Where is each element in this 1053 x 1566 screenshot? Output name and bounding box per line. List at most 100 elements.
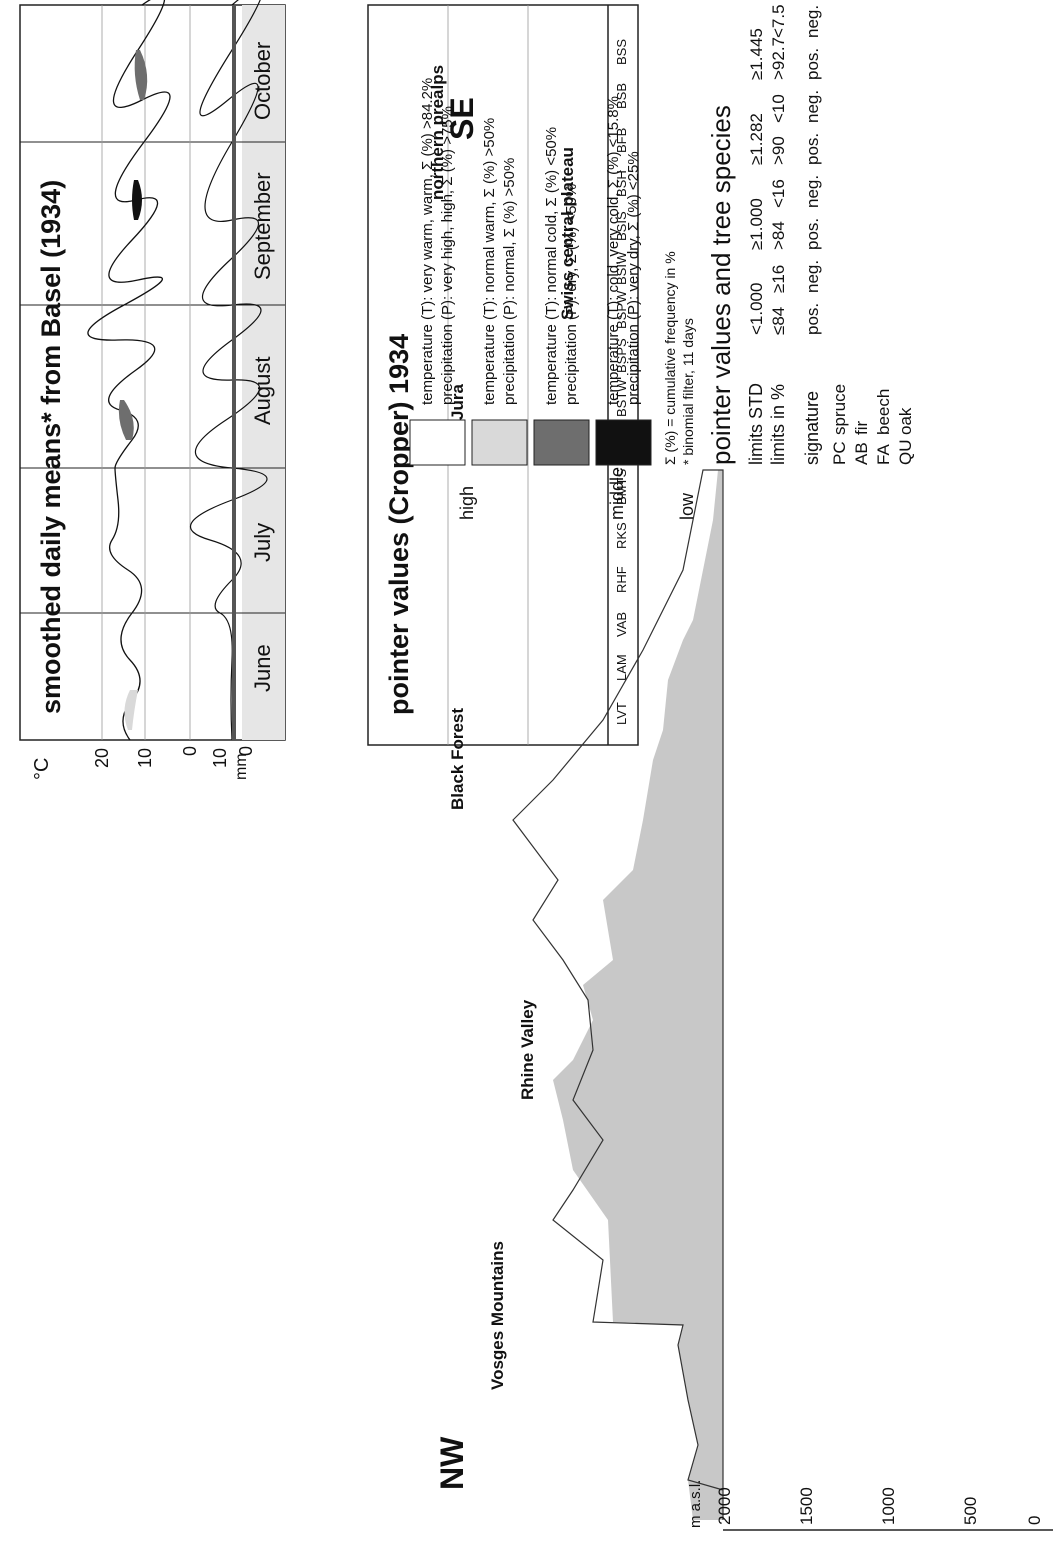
y-tick: 1500 xyxy=(797,1487,816,1525)
legend-line: precipitation (P): normal, Σ (%) >50% xyxy=(501,158,518,405)
pointer-title: pointer values (Cropper) 1934 xyxy=(384,334,414,715)
limit-pct-neg: <16 xyxy=(769,179,788,208)
limit-std: ≥1.445 xyxy=(747,28,766,80)
station-label: RHF xyxy=(614,566,629,593)
zone-label: high xyxy=(457,486,477,520)
legend-note: Σ (%) = cumulative frequency in % xyxy=(662,251,678,465)
month-label: October xyxy=(250,42,275,120)
region-label: Rhine Valley xyxy=(518,999,537,1100)
y-tick: 1000 xyxy=(879,1487,898,1525)
species-name: oak xyxy=(896,407,915,435)
legend-note: * binomial filter, 11 days xyxy=(680,318,696,465)
station-label: RKS xyxy=(614,522,629,549)
region-label: Swiss central plateau xyxy=(558,147,577,320)
station-label: BSPW xyxy=(614,290,629,329)
nw-label: NW xyxy=(434,1436,470,1490)
limit-std: ≥1.000 xyxy=(747,198,766,250)
zone-label: middle xyxy=(607,467,627,520)
station-label: VAB xyxy=(614,612,629,637)
legend-line: precipitation (P): very high, high, Σ (%… xyxy=(439,106,456,405)
t-tick: 0 xyxy=(180,746,200,756)
station-label: BSB xyxy=(614,83,629,109)
neg-label: neg. xyxy=(803,5,822,38)
legend-line: temperature (T): normal warm, Σ (%) >50% xyxy=(481,118,498,405)
limits-pct-label: limits in % xyxy=(768,384,788,465)
legend-line: temperature (T): normal cold, Σ (%) <50% xyxy=(543,127,560,405)
legend-swatch xyxy=(409,419,466,466)
station-label: BSH xyxy=(614,170,629,197)
month-label: September xyxy=(250,172,275,280)
y-tick: 500 xyxy=(961,1497,980,1525)
pos-label: pos. xyxy=(803,48,822,80)
species-name: beech xyxy=(874,389,893,435)
species-code: FA xyxy=(874,444,893,465)
station-label: BSIS xyxy=(614,211,629,241)
profile-panel: Vosges Mountains Rhine Valley Black Fore… xyxy=(428,65,724,1520)
species-name: fir xyxy=(852,421,871,436)
neg-label: neg. xyxy=(803,175,822,208)
top-legend-block: temperature (T): very warm, warm, Σ (%) … xyxy=(409,4,915,466)
limit-pct-neg: <7.5 xyxy=(769,4,788,38)
limit-pct-pos: >92.7 xyxy=(769,37,788,80)
limit-pct-pos: >90 xyxy=(769,136,788,165)
p-unit: mm xyxy=(233,753,250,780)
t-tick: 10 xyxy=(135,748,155,768)
zone-label: low xyxy=(677,492,697,520)
species-name: spruce xyxy=(830,384,849,435)
station-label: LVT xyxy=(614,702,629,725)
t-fill-normal-cold xyxy=(134,50,148,100)
profile-y-axis: m a.s.l. 2000 1500 1000 500 0 xyxy=(687,1480,1053,1531)
pointer-legend-grid: <1.000 ≤84 ≥16 pos. neg. ≥1.000 >84 <16 pos. neg.… xyxy=(747,4,915,465)
region-label: Vosges Mountains xyxy=(488,1241,507,1390)
p-tick: 0 xyxy=(236,746,256,756)
month-label: August xyxy=(250,357,275,426)
pointer-frame xyxy=(367,4,639,746)
t-fill-cold xyxy=(132,180,142,220)
limit-pct-pos: >84 xyxy=(769,221,788,250)
station-label: BSIW xyxy=(614,251,629,285)
t-fill-normal-warm xyxy=(124,690,138,730)
pointer-panel: pointer values (Cropper) 1934 LVT LAM VAB R… xyxy=(367,4,639,746)
neg-label: neg. xyxy=(803,90,822,123)
station-label: BSS xyxy=(614,39,629,65)
region-label: Black Forest xyxy=(448,708,467,810)
month-label: July xyxy=(250,523,275,562)
p-curve xyxy=(189,0,268,741)
legend-swatch xyxy=(533,419,590,466)
legend-items: temperature (T): very warm, warm, Σ (%) … xyxy=(409,78,652,466)
legend-line: precipitation (P): dry, Σ (%) <50% xyxy=(563,184,580,405)
t-curve xyxy=(87,0,171,741)
p-tick: 10 xyxy=(210,748,230,768)
y-tick: 2000 xyxy=(715,1487,734,1525)
t-unit: °C xyxy=(31,758,53,780)
limit-pct-pos: ≤84 xyxy=(769,307,788,335)
species-code: QU xyxy=(896,440,915,466)
legend-line: temperature (T): very warm, warm, Σ (%) … xyxy=(419,78,436,405)
month-label: June xyxy=(250,644,275,692)
limit-std: ≥1.282 xyxy=(747,113,766,165)
pos-label: pos. xyxy=(803,303,822,335)
legend-swatch xyxy=(595,419,652,466)
profile-outline xyxy=(512,469,724,1520)
species-code: PC xyxy=(830,441,849,465)
region-label: Jura xyxy=(448,384,467,420)
t-tick: 20 xyxy=(92,748,112,768)
limit-pct-neg: <10 xyxy=(769,94,788,123)
y-unit: m a.s.l. xyxy=(687,1480,704,1528)
t-fill-normal-cold xyxy=(118,400,134,440)
month-strip xyxy=(242,5,285,740)
station-label: BSPS xyxy=(614,338,629,373)
species-code: AB xyxy=(852,442,871,465)
climate-title: smoothed daily means* from Basel (1934) xyxy=(36,180,66,714)
station-label: BSTW xyxy=(614,379,629,417)
legend-line: precipitation (P): very dry, Σ (%) <25% xyxy=(625,151,642,405)
limit-pct-neg: ≥16 xyxy=(769,265,788,293)
profile-area xyxy=(553,470,723,1520)
p-baseline-fill xyxy=(232,5,236,740)
legend-swatch xyxy=(471,419,528,466)
station-label: BMTS xyxy=(614,469,629,505)
region-label: northern prealps xyxy=(428,65,447,200)
limits-std-label: limits STD xyxy=(746,383,766,465)
